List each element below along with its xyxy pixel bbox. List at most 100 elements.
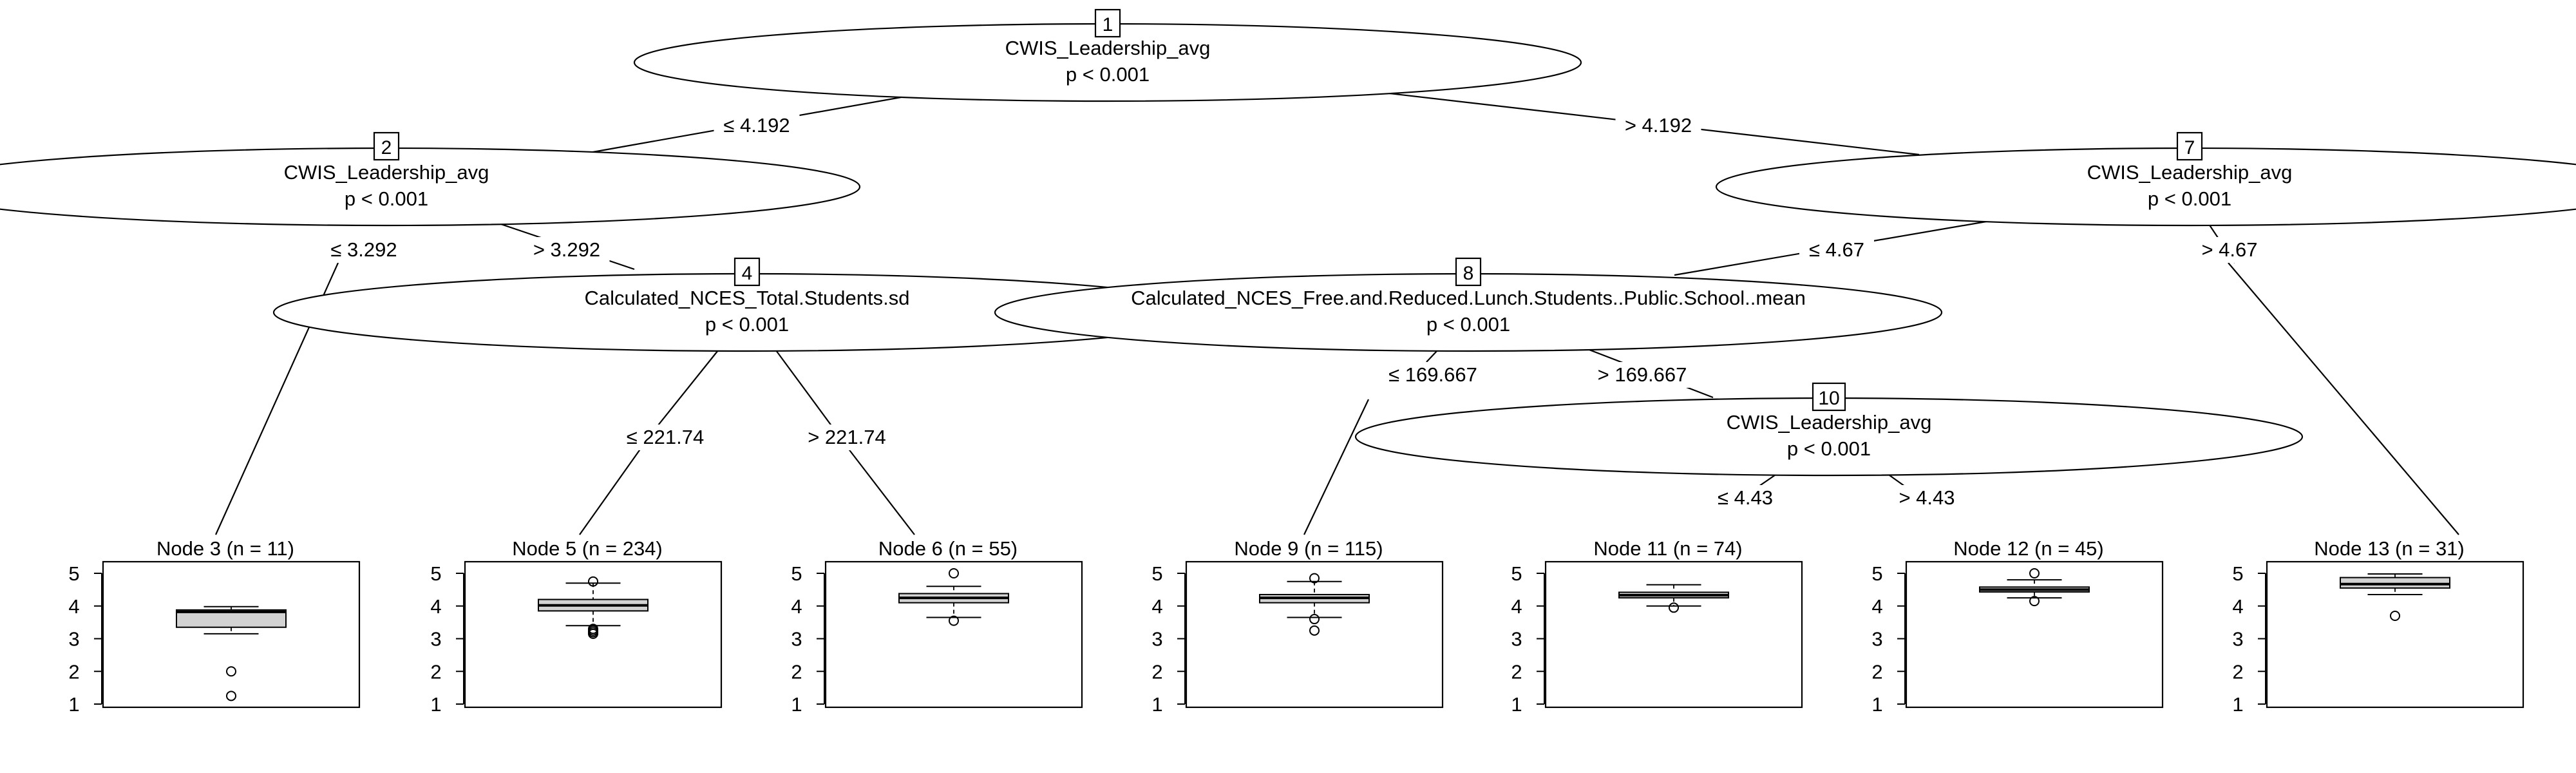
edge-label-bg	[2192, 237, 2267, 263]
box-plot	[538, 576, 649, 639]
y-tick-label: 3	[1151, 628, 1162, 651]
edge-label-e4-5: ≤ 221.74	[627, 426, 704, 448]
outlier-point	[2029, 596, 2040, 607]
outlier-point	[1309, 614, 1320, 625]
y-axis: 1 2 3 4 5	[791, 562, 825, 716]
outlier-point	[949, 615, 959, 626]
y-tick-label: 5	[1871, 562, 1882, 585]
terminal-node-11: Node 11 (n = 74) 1 2 3 4 5	[1511, 537, 1803, 716]
terminal-node-3: Node 3 (n = 11) 1 2 3 4 5	[68, 537, 361, 716]
y-tick-label: 5	[1511, 562, 1522, 585]
node-id-box	[1812, 382, 1846, 412]
outlier-point	[1309, 573, 1320, 584]
edge-label-bg	[1379, 362, 1487, 388]
y-tick-label: 2	[1871, 660, 1882, 683]
y-tick-label: 2	[68, 660, 79, 683]
outlier-point	[226, 666, 236, 677]
edge-line-e7-13b	[2228, 262, 2459, 535]
inner-node-8: 8 Calculated_NCES_Free.and.Reduced.Lunch.…	[994, 257, 1943, 352]
edge-label-bg	[321, 237, 407, 263]
node-p-value: p < 0.001	[705, 313, 789, 336]
y-tick-label: 3	[1871, 628, 1882, 651]
y-tick-label: 3	[430, 628, 441, 651]
terminal-plot-frame	[1544, 560, 1803, 709]
y-tick-label: 3	[68, 628, 79, 651]
y-tick-label: 5	[791, 562, 802, 585]
node-variable-label: CWIS_Leadership_avg	[2087, 161, 2293, 184]
edge-label-e1-2: ≤ 4.192	[723, 114, 790, 137]
y-tick-label: 1	[430, 693, 441, 716]
node-id-label: 7	[2184, 137, 2195, 158]
terminal-node-title: Node 3 (n = 11)	[156, 537, 294, 560]
terminal-node-title: Node 9 (n = 115)	[1234, 537, 1383, 560]
y-tick-label: 5	[2232, 562, 2243, 585]
outlier-point	[949, 568, 959, 578]
y-tick-label: 1	[791, 693, 802, 716]
node-p-value: p < 0.001	[1787, 437, 1871, 460]
node-id-label: 4	[742, 263, 753, 284]
edge-label-bg	[1615, 113, 1701, 138]
outlier-point	[2029, 568, 2040, 578]
y-tick-label: 3	[2232, 628, 2243, 651]
node-ellipse	[1716, 147, 2576, 227]
edge-label-e8-10: > 169.667	[1598, 363, 1687, 386]
terminal-plot-frame	[1905, 560, 2164, 709]
node-id-label: 8	[1463, 263, 1474, 284]
y-axis: 1 2 3 4 5	[1871, 562, 1906, 716]
edge-labels-layer: ≤ 4.192 > 4.192 ≤ 3.292 > 3.292 ≤ 221.74 > 22…	[321, 113, 2267, 511]
node-variable-label: CWIS_Leadership_avg	[1727, 411, 1932, 434]
y-axis: 1 2 3 4 5	[2232, 562, 2266, 716]
iqr-box	[2340, 577, 2450, 589]
edge-label-e10-12: > 4.43	[1899, 486, 1955, 509]
terminal-node-title: Node 5 (n = 234)	[512, 537, 663, 560]
box-plot	[1618, 584, 1729, 613]
edge-label-e2-4: > 3.292	[533, 238, 600, 261]
terminal-node-title: Node 12 (n = 45)	[1953, 537, 2104, 560]
edge-label-bg	[524, 237, 610, 263]
y-tick-label: 4	[791, 595, 802, 618]
node-id-box	[734, 257, 761, 287]
edge-label-e1-7: > 4.192	[1625, 114, 1692, 137]
node-p-value: p < 0.001	[1066, 63, 1150, 86]
edge-line-e4-5b	[579, 434, 651, 535]
y-tick-label: 4	[430, 595, 441, 618]
box-plot	[176, 606, 287, 701]
y-tick-label: 1	[1871, 693, 1882, 716]
edge-label-e2-3: ≤ 3.292	[330, 238, 397, 261]
terminal-node-title: Node 13 (n = 31)	[2314, 537, 2465, 560]
edge-label-bg	[1889, 485, 1964, 511]
edge-label-e4-6: > 221.74	[808, 426, 886, 448]
terminal-node-9: Node 9 (n = 115) 1 2 3 4 5	[1151, 537, 1444, 716]
box-plot	[2340, 573, 2450, 621]
outlier-point	[2390, 610, 2400, 621]
terminal-node-5: Node 5 (n = 234) 1 2 3 4 5	[430, 537, 723, 716]
terminal-plot-frame	[824, 560, 1083, 709]
node-p-value: p < 0.001	[1426, 313, 1510, 336]
y-tick-label: 1	[68, 693, 79, 716]
terminal-node-title: Node 11 (n = 74)	[1593, 537, 1742, 560]
y-tick-label: 4	[68, 595, 79, 618]
node-variable-label: Calculated_NCES_Total.Students.sd	[585, 287, 910, 309]
edge-label-e7-8: ≤ 4.67	[1809, 238, 1864, 261]
y-tick-label: 2	[1151, 660, 1162, 683]
node-p-value: p < 0.001	[345, 187, 428, 210]
y-axis: 1 2 3 4 5	[1151, 562, 1186, 716]
box-plot	[898, 568, 1009, 626]
y-tick-label: 4	[1511, 595, 1522, 618]
outlier-point	[588, 628, 598, 639]
edge-label-e8-9: ≤ 169.667	[1388, 363, 1477, 386]
edge-line-e8-9b	[1303, 399, 1369, 535]
edge-label-bg	[799, 425, 895, 450]
y-tick-label: 1	[1151, 693, 1162, 716]
node-id-box	[1094, 8, 1121, 38]
y-axis: 1 2 3 4 5	[430, 562, 464, 716]
node-variable-label: CWIS_Leadership_avg	[284, 161, 489, 184]
edge-line-e4-6b	[849, 450, 915, 535]
edge-label-bg	[714, 113, 800, 138]
